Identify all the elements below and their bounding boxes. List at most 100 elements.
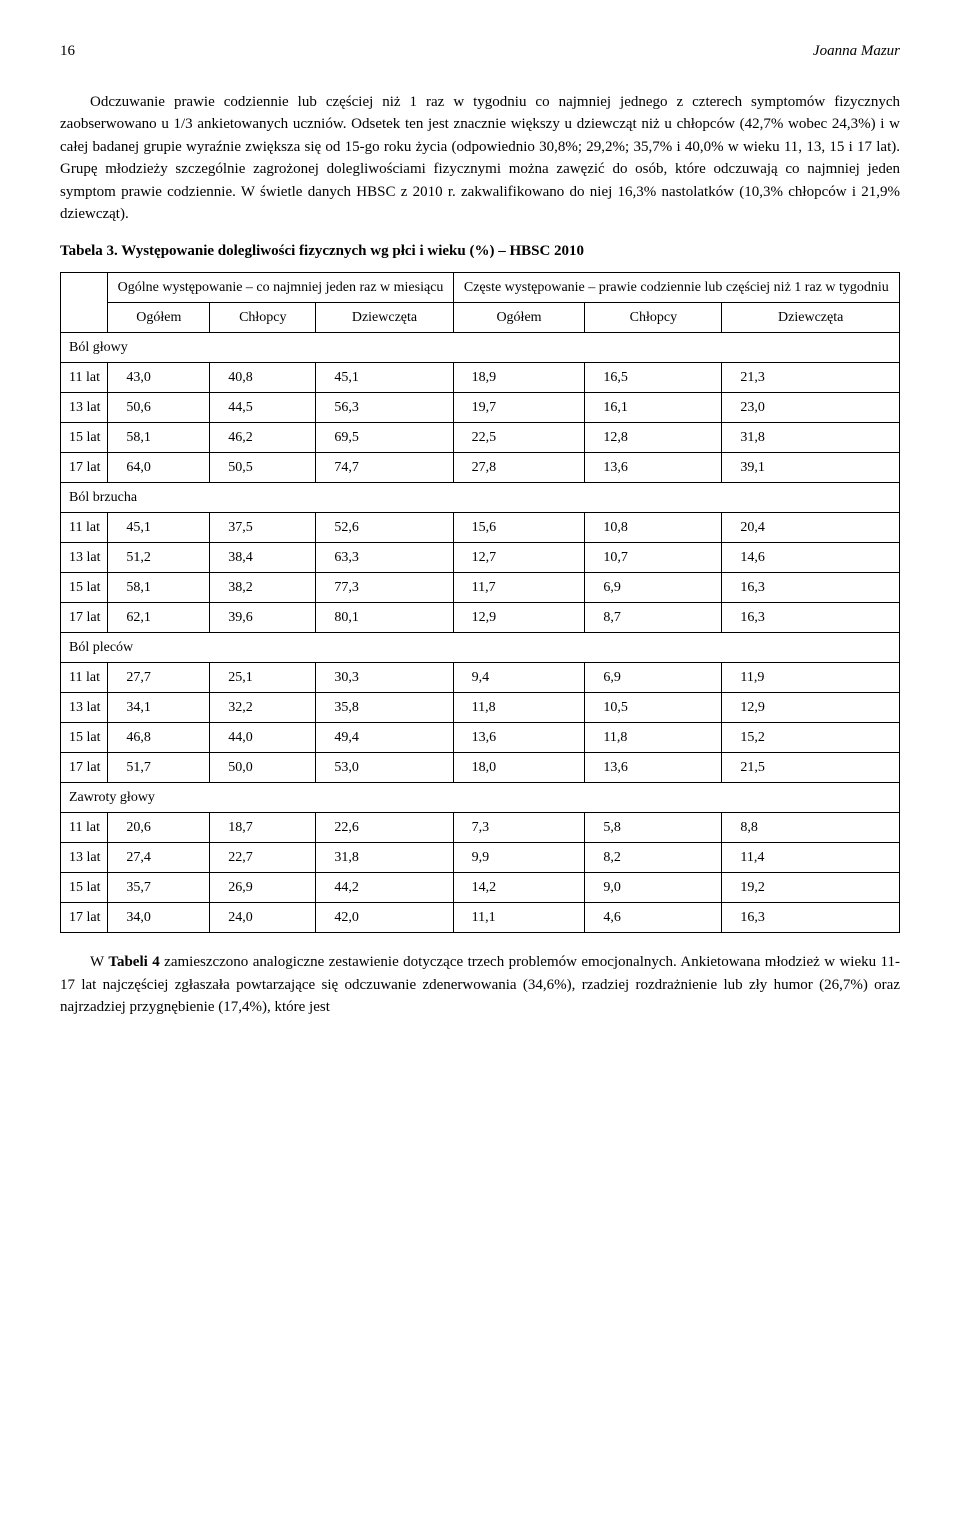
table-cell: 45,1 <box>316 363 453 393</box>
para2-bold: Tabeli 4 <box>108 954 159 970</box>
table-cell: 69,5 <box>316 423 453 453</box>
table-row: 15 lat58,138,277,311,76,916,3 <box>61 573 900 603</box>
row-age: 17 lat <box>61 453 108 483</box>
table-cell: 18,9 <box>453 363 585 393</box>
table-cell: 6,9 <box>585 573 722 603</box>
row-age: 13 lat <box>61 693 108 723</box>
table-row: 17 lat51,750,053,018,013,621,5 <box>61 753 900 783</box>
table-cell: 38,4 <box>210 543 316 573</box>
table-cell: 62,1 <box>108 603 210 633</box>
col-group-1: Ogólne występowanie – co najmniej jeden … <box>108 273 453 303</box>
table-cell: 13,6 <box>453 723 585 753</box>
table-cell: 34,0 <box>108 903 210 933</box>
table-cell: 39,1 <box>722 453 900 483</box>
table-cell: 21,5 <box>722 753 900 783</box>
col-label: Ogółem <box>108 303 210 333</box>
table-cell: 35,7 <box>108 873 210 903</box>
table-cell: 27,7 <box>108 663 210 693</box>
table-cell: 7,3 <box>453 813 585 843</box>
table-cell: 37,5 <box>210 513 316 543</box>
col-label: Dziewczęta <box>722 303 900 333</box>
table-cell: 58,1 <box>108 573 210 603</box>
row-age: 11 lat <box>61 813 108 843</box>
table-cell: 13,6 <box>585 753 722 783</box>
table-row: 17 lat64,050,574,727,813,639,1 <box>61 453 900 483</box>
table-cell: 46,8 <box>108 723 210 753</box>
table-cell: 35,8 <box>316 693 453 723</box>
table-cell: 9,0 <box>585 873 722 903</box>
table-cell: 9,9 <box>453 843 585 873</box>
row-age: 13 lat <box>61 543 108 573</box>
table-cell: 16,3 <box>722 603 900 633</box>
table-cell: 42,0 <box>316 903 453 933</box>
row-age: 13 lat <box>61 393 108 423</box>
row-age: 11 lat <box>61 663 108 693</box>
table-title: Tabela 3. Występowanie dolegliwości fizy… <box>60 240 900 263</box>
table-cell: 27,8 <box>453 453 585 483</box>
table-cell: 58,1 <box>108 423 210 453</box>
table-cell: 63,3 <box>316 543 453 573</box>
table-cell: 20,6 <box>108 813 210 843</box>
table-cell: 19,2 <box>722 873 900 903</box>
table-cell: 22,7 <box>210 843 316 873</box>
table-cell: 24,0 <box>210 903 316 933</box>
table-cell: 16,3 <box>722 903 900 933</box>
table-cell: 38,2 <box>210 573 316 603</box>
table-cell: 10,8 <box>585 513 722 543</box>
col-label: Chłopcy <box>210 303 316 333</box>
table-cell: 44,2 <box>316 873 453 903</box>
table-cell: 18,0 <box>453 753 585 783</box>
table-row: 11 lat43,040,845,118,916,521,3 <box>61 363 900 393</box>
table-cell: 31,8 <box>316 843 453 873</box>
paragraph-2: W Tabeli 4 zamieszczono analogiczne zest… <box>60 951 900 1019</box>
table-cell: 8,7 <box>585 603 722 633</box>
table-cell: 25,1 <box>210 663 316 693</box>
row-age: 17 lat <box>61 903 108 933</box>
row-age: 15 lat <box>61 873 108 903</box>
para2-prefix: W <box>90 954 108 970</box>
col-label: Ogółem <box>453 303 585 333</box>
table-row: 11 lat45,137,552,615,610,820,4 <box>61 513 900 543</box>
table-cell: 80,1 <box>316 603 453 633</box>
table-cell: 14,2 <box>453 873 585 903</box>
table-row: 15 lat58,146,269,522,512,831,8 <box>61 423 900 453</box>
table-cell: 11,1 <box>453 903 585 933</box>
table-cell: 32,2 <box>210 693 316 723</box>
table-cell: 39,6 <box>210 603 316 633</box>
table-cell: 8,2 <box>585 843 722 873</box>
row-age: 17 lat <box>61 753 108 783</box>
row-age: 11 lat <box>61 363 108 393</box>
row-age: 13 lat <box>61 843 108 873</box>
table-row: 13 lat34,132,235,811,810,512,9 <box>61 693 900 723</box>
table-row: 13 lat51,238,463,312,710,714,6 <box>61 543 900 573</box>
table-row: 11 lat20,618,722,67,35,88,8 <box>61 813 900 843</box>
table-section-header: Ból pleców <box>61 633 900 663</box>
table-row: 13 lat27,422,731,89,98,211,4 <box>61 843 900 873</box>
table-cell: 26,9 <box>210 873 316 903</box>
page-number: 16 <box>60 40 75 63</box>
table-cell: 51,7 <box>108 753 210 783</box>
table-cell: 77,3 <box>316 573 453 603</box>
table-cell: 16,1 <box>585 393 722 423</box>
table-cell: 64,0 <box>108 453 210 483</box>
table-cell: 16,3 <box>722 573 900 603</box>
table-cell: 12,9 <box>453 603 585 633</box>
table-3: Ogólne występowanie – co najmniej jeden … <box>60 272 900 933</box>
table-cell: 22,5 <box>453 423 585 453</box>
table-cell: 5,8 <box>585 813 722 843</box>
table-cell: 10,7 <box>585 543 722 573</box>
col-group-2: Częste występowanie – prawie codziennie … <box>453 273 899 303</box>
table-row: 15 lat35,726,944,214,29,019,2 <box>61 873 900 903</box>
table-cell: 43,0 <box>108 363 210 393</box>
table-section-header: Ból głowy <box>61 333 900 363</box>
table-cell: 12,7 <box>453 543 585 573</box>
table-cell: 49,4 <box>316 723 453 753</box>
table-cell: 45,1 <box>108 513 210 543</box>
row-age: 15 lat <box>61 423 108 453</box>
table-cell: 11,8 <box>453 693 585 723</box>
table-cell: 20,4 <box>722 513 900 543</box>
para2-rest: zamieszczono analogiczne zestawienie dot… <box>60 954 900 1015</box>
row-age: 15 lat <box>61 723 108 753</box>
table-cell: 53,0 <box>316 753 453 783</box>
table-row: 15 lat46,844,049,413,611,815,2 <box>61 723 900 753</box>
